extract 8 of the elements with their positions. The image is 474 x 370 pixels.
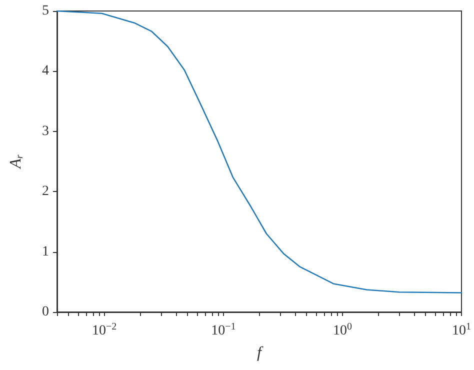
y-tick-label: 5: [42, 4, 49, 18]
y-tick-label: 2: [42, 184, 49, 200]
y-tick-label: 0: [42, 304, 49, 320]
y-tick-label: 4: [42, 64, 49, 79]
y-tick-label: 1: [42, 244, 49, 260]
y-axis-title: Ar: [8, 154, 26, 170]
x-axis-title: f: [257, 344, 264, 362]
y-tick-label: 3: [42, 124, 49, 139]
